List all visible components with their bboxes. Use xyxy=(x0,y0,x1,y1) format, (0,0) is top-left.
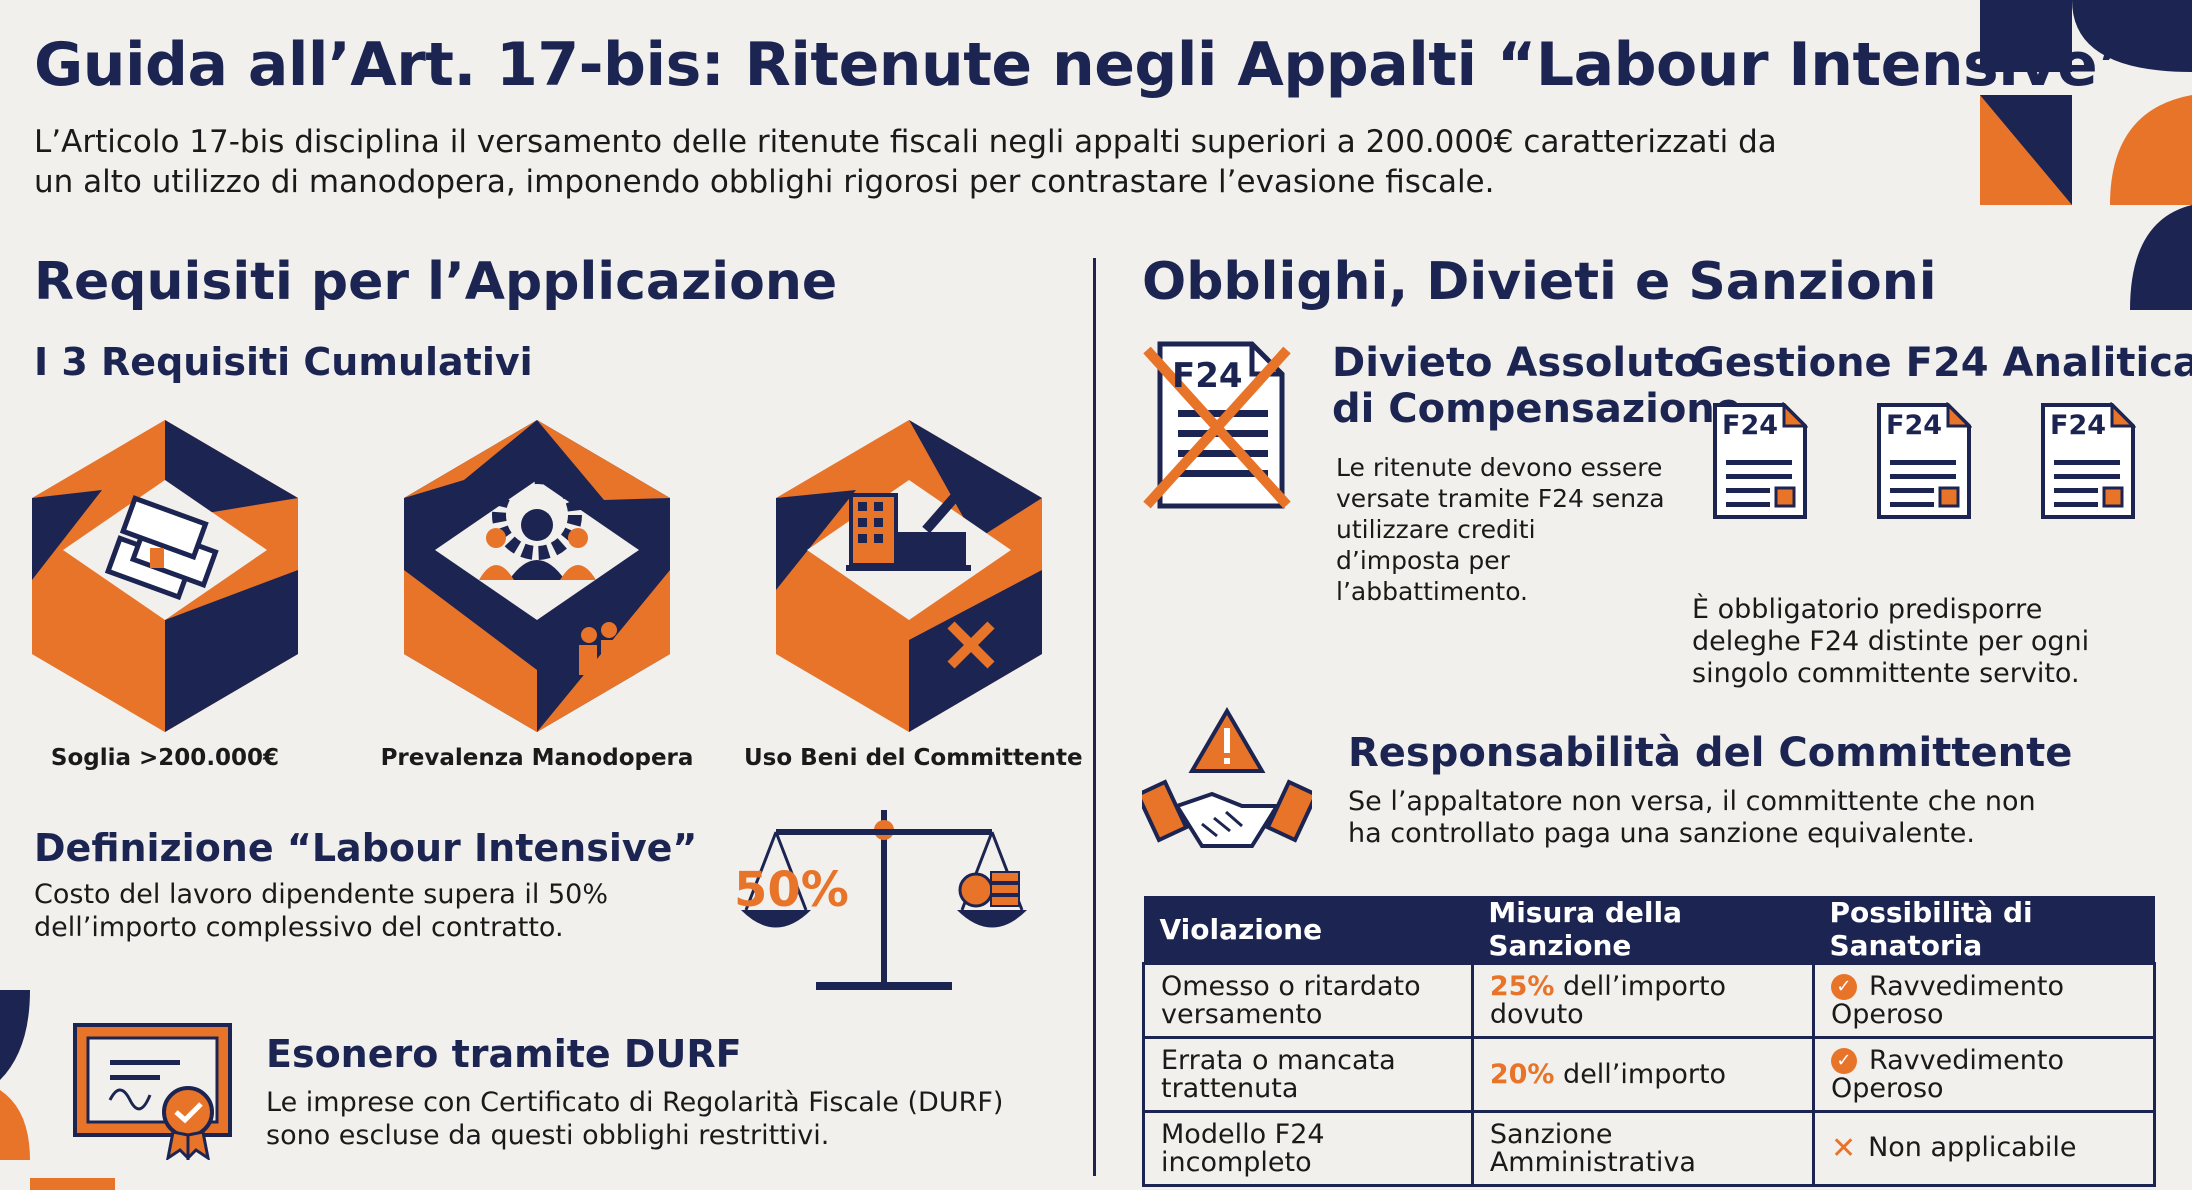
obligations-heading: Obblighi, Divieti e Sanzioni xyxy=(1142,252,1937,312)
definition-title: Definizione “Labour Intensive” xyxy=(34,826,698,870)
f24-document-label-2: F24 xyxy=(1886,410,1943,441)
sanatoria-cell: ✓ Ravvedimento Operoso xyxy=(1811,962,2157,1039)
percentage-badge: 50% xyxy=(734,862,849,918)
f24-document-icon-3: F24 xyxy=(2040,402,2136,520)
intro-text: L’Articolo 17-bis disciplina il versamen… xyxy=(34,124,1777,200)
misura-percentage: 25% xyxy=(1489,970,1555,1002)
table-row: Omesso o ritardato versamento 25% dell’i… xyxy=(1142,962,2157,1039)
balance-scale-icon xyxy=(741,810,1027,990)
misura-cell: 25% dell’importo dovuto xyxy=(1470,962,1815,1039)
f24-title: Gestione F24 Analitica xyxy=(1692,340,2192,386)
sanatoria-text: Ravvedimento Operoso xyxy=(1830,1044,2065,1104)
divieto-title-line2: di Compensazione xyxy=(1332,386,1742,432)
misura-text: dell’importo dovuto xyxy=(1489,970,1727,1030)
certificate-icon xyxy=(73,1023,232,1160)
crossed-f24-label: F24 xyxy=(1172,356,1243,396)
table-header-misura: Misura della Sanzione xyxy=(1472,896,1814,964)
check-circle-icon: ✓ xyxy=(1830,1048,1857,1074)
handshake-warning-icon xyxy=(1142,707,1312,848)
requirements-subheading: I 3 Requisiti Cumulativi xyxy=(34,340,533,384)
corner-decoration-bottom-left xyxy=(0,990,30,1160)
sanatoria-text: Non applicabile xyxy=(1868,1132,2077,1164)
divieto-title-line1: Divieto Assoluto xyxy=(1332,340,1702,386)
responsabilita-text: Se l’appaltatore non versa, il committen… xyxy=(1348,786,2036,849)
table-row: Modello F24 incompleto Sanzione Amminist… xyxy=(1142,1110,2157,1187)
requirement-label-1: Soglia >200.000€ xyxy=(50,745,280,771)
misura-percentage: 20% xyxy=(1489,1058,1555,1090)
f24-text: È obbligatorio predisporre deleghe F24 d… xyxy=(1692,594,2090,689)
responsabilita-title: Responsabilità del Committente xyxy=(1348,730,2073,776)
check-circle-icon: ✓ xyxy=(1830,974,1857,1000)
f24-document-label-1: F24 xyxy=(1722,410,1779,441)
f24-document-icon-2: F24 xyxy=(1876,402,1972,520)
requirements-heading: Requisiti per l’Applicazione xyxy=(34,252,838,312)
requirement-label-3: Uso Beni del Committente xyxy=(744,745,1083,771)
factory-tools-icon xyxy=(776,420,1042,732)
durf-text: Le imprese con Certificato di Regolarità… xyxy=(266,1087,1004,1151)
misura-text: Sanzione Amministrativa xyxy=(1489,1118,1696,1178)
divieto-text: Le ritenute devono essere versate tramit… xyxy=(1336,453,1665,606)
money-stack-icon xyxy=(32,420,298,732)
table-header-sanatoria: Possibilità di Sanatoria xyxy=(1813,896,2155,964)
misura-cell: 20% dell’importo xyxy=(1470,1036,1815,1113)
durf-title: Esonero tramite DURF xyxy=(266,1032,742,1076)
f24-document-icon-1: F24 xyxy=(1712,402,1808,520)
table-header-violazione: Violazione xyxy=(1143,896,1473,964)
violazione-cell: Modello F24 incompleto xyxy=(1142,1110,1474,1187)
workers-gear-icon xyxy=(404,420,670,732)
corner-decoration-top-right xyxy=(1980,0,2192,310)
cross-icon: ✕ xyxy=(1830,1130,1857,1166)
definition-text: Costo del lavoro dipendente supera il 50… xyxy=(34,879,609,943)
misura-cell: Sanzione Amministrativa xyxy=(1470,1110,1815,1187)
misura-text: dell’importo xyxy=(1554,1058,1727,1090)
table-row: Errata o mancata trattenuta 20% dell’imp… xyxy=(1142,1036,2157,1113)
bottom-accent-bar xyxy=(30,1178,115,1190)
sanctions-table: Violazione Misura della Sanzione Possibi… xyxy=(1142,896,2157,1187)
violazione-cell: Errata o mancata trattenuta xyxy=(1142,1036,1474,1113)
sanatoria-cell: ✓ Ravvedimento Operoso xyxy=(1811,1036,2157,1113)
sanatoria-text: Ravvedimento Operoso xyxy=(1830,970,2065,1030)
column-divider xyxy=(1093,258,1096,1176)
f24-document-label-3: F24 xyxy=(2050,410,2107,441)
page-title: Guida all’Art. 17-bis: Ritenute negli Ap… xyxy=(34,30,2137,100)
sanatoria-cell: ✕ Non applicabile xyxy=(1811,1110,2157,1187)
table-header-row: Violazione Misura della Sanzione Possibi… xyxy=(1143,896,2155,964)
violazione-cell: Omesso o ritardato versamento xyxy=(1142,962,1474,1039)
requirement-label-2: Prevalenza Manodopera xyxy=(380,745,694,771)
crossed-f24-icon: F24 xyxy=(1142,340,1292,510)
